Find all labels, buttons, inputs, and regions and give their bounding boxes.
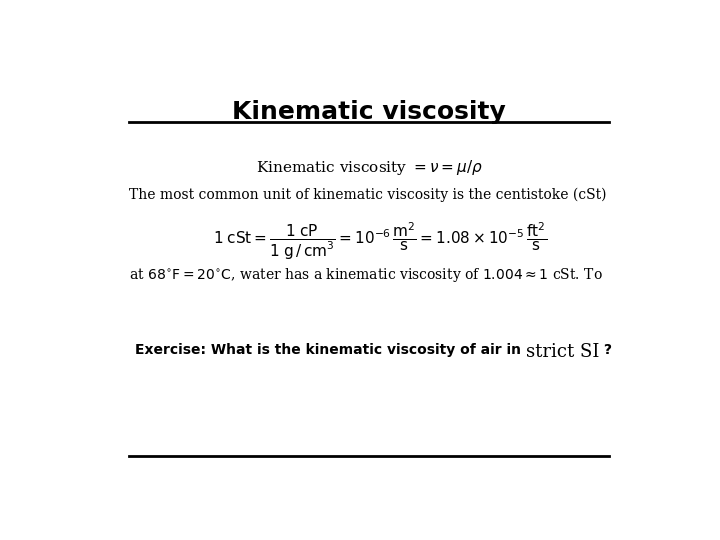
Text: Kinematic viscosity: Kinematic viscosity [232,100,506,124]
Text: strict SI: strict SI [526,343,599,361]
Text: The most common unit of kinematic viscosity is the centistoke (cSt): The most common unit of kinematic viscos… [129,187,606,202]
Text: at $68^{\circ}\mathrm{F} = 20^{\circ}\mathrm{C}$, water has a kinematic viscosit: at $68^{\circ}\mathrm{F} = 20^{\circ}\ma… [129,266,603,285]
Text: ?: ? [599,343,612,357]
Text: Kinematic viscosity $= \nu = \mu / \rho$: Kinematic viscosity $= \nu = \mu / \rho$ [256,158,482,177]
Text: Exercise: What is the kinematic viscosity of air in: Exercise: What is the kinematic viscosit… [135,343,526,357]
Text: $1\;\mathrm{cSt} = \dfrac{1\;\mathrm{cP}}{1\;\mathrm{g\,/\,cm^{3}}} = 10^{-6}\,\: $1\;\mathrm{cSt} = \dfrac{1\;\mathrm{cP}… [213,221,547,262]
